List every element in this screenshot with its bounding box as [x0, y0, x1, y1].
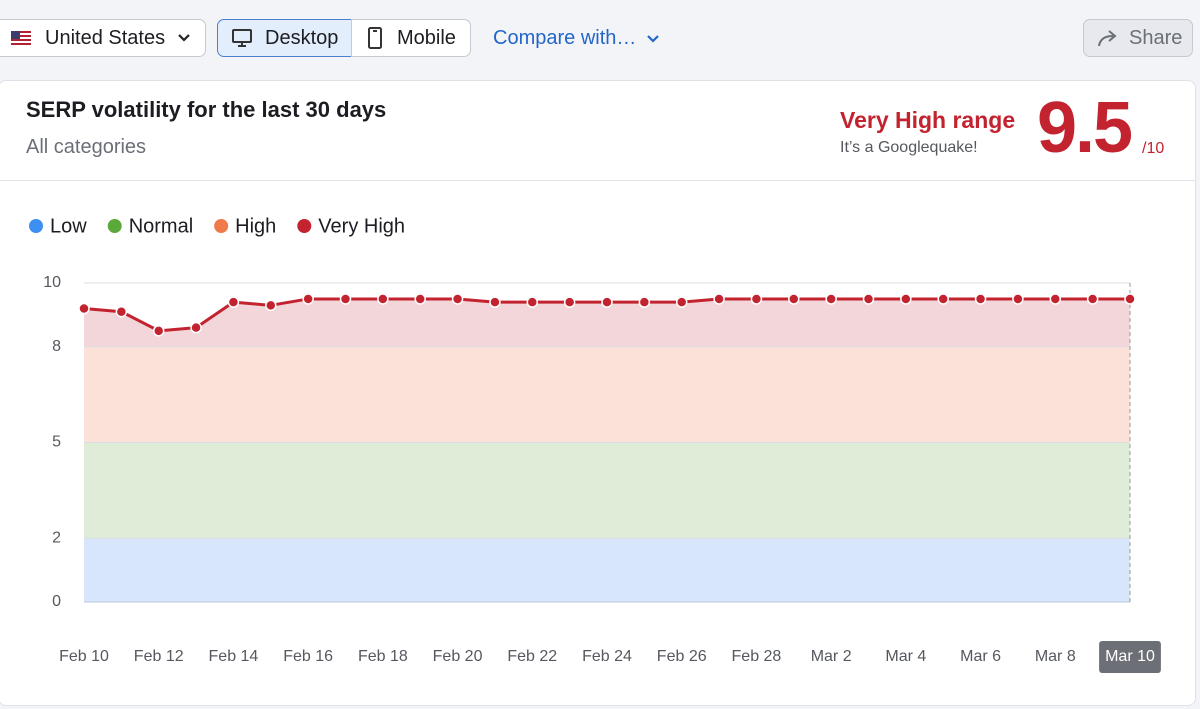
chart: Low Normal High Very High 0 2 5 8 10 Feb 10 Feb 12… [29, 215, 1161, 673]
data-point [1086, 293, 1099, 305]
mobile-icon [368, 27, 382, 49]
compare-dropdown[interactable]: Compare with… [493, 27, 660, 50]
card-subtitle: All categories [26, 136, 147, 158]
x-tick-label: Feb 12 [134, 648, 184, 665]
x-tick-label: Feb 26 [657, 648, 707, 665]
data-point [302, 293, 314, 305]
active-label-bg [1099, 641, 1161, 673]
legend-dot [297, 219, 312, 233]
y-tick-label: 10 [43, 274, 61, 291]
data-point [1049, 293, 1062, 305]
x-tick-label: Feb 10 [59, 648, 109, 665]
x-tick-label: Mar 2 [811, 648, 852, 665]
data-point [825, 293, 837, 305]
x-tick-label: Feb 28 [732, 648, 782, 665]
y-tick-label: 0 [52, 593, 61, 610]
x-tick-label: Mar 6 [960, 648, 1001, 665]
data-point [78, 302, 90, 315]
legend-label: Normal [129, 215, 193, 237]
divider [0, 180, 1195, 181]
data-point [1124, 293, 1136, 305]
legend-label: Low [50, 215, 87, 237]
legend-dot [214, 219, 229, 233]
data-point [750, 293, 763, 305]
legend-dot [107, 219, 122, 233]
country-label: United States [45, 26, 166, 49]
share-icon [1098, 30, 1117, 47]
data-point [675, 296, 688, 308]
mobile-label: Mobile [397, 26, 456, 49]
legend-dot [29, 219, 43, 233]
compare-label: Compare with… [493, 27, 637, 49]
data-point [190, 321, 202, 334]
y-tick-label: 5 [52, 434, 61, 451]
data-point [937, 293, 949, 305]
data-point [152, 325, 165, 337]
legend-label: High [235, 215, 276, 237]
range-note: It’s a Googlequake! [840, 139, 978, 156]
data-point [526, 296, 539, 308]
data-point [339, 293, 352, 305]
score: 9.5 [1037, 88, 1133, 168]
data-point [563, 296, 576, 308]
y-tick-label: 8 [52, 338, 61, 355]
x-tick-label: Feb 20 [433, 648, 483, 665]
data-point [601, 296, 613, 308]
chevron [178, 34, 190, 42]
x-tick-label: Feb 22 [507, 648, 557, 665]
x-tick-label: Mar 4 [885, 648, 926, 665]
data-point [414, 293, 426, 305]
card-title: SERP volatility for the last 30 days [26, 97, 387, 122]
data-point [974, 293, 987, 305]
x-tick-label: Feb 24 [582, 648, 632, 665]
share-button[interactable]: Share [1083, 19, 1193, 57]
volatility-band [84, 442, 1130, 539]
data-point [713, 293, 725, 305]
range-label: Very High range [840, 107, 1016, 133]
x-tick-label: Mar 8 [1035, 648, 1076, 665]
chevron [647, 34, 660, 43]
data-point [451, 293, 464, 305]
desktop-icon [232, 29, 252, 47]
score-max: /10 [1142, 140, 1165, 157]
desktop-toggle[interactable]: Desktop [217, 19, 352, 57]
mobile-toggle[interactable]: Mobile [351, 19, 471, 57]
data-point [900, 293, 912, 305]
data-point [115, 305, 128, 318]
data-point [489, 296, 501, 308]
data-point [788, 293, 800, 305]
x-tick-label-active: Mar 10 [1105, 648, 1155, 665]
data-point [377, 293, 389, 305]
country-select[interactable]: United States [0, 19, 206, 57]
data-point [265, 299, 277, 312]
volatility-band [84, 298, 1130, 347]
data-point [1012, 293, 1024, 305]
x-tick-label: Feb 14 [209, 648, 259, 665]
data-point [862, 293, 875, 305]
y-tick-label: 2 [52, 529, 61, 546]
volatility-band [84, 538, 1130, 602]
flag-icon [11, 31, 31, 45]
data-point [638, 296, 651, 308]
desktop-label: Desktop [265, 26, 339, 49]
data-point [227, 296, 240, 308]
volatility-band [84, 346, 1130, 443]
x-tick-label: Feb 18 [358, 648, 408, 665]
x-tick-label: Feb 16 [283, 648, 333, 665]
share-label: Share [1129, 26, 1183, 49]
legend-label: Very High [318, 215, 405, 237]
